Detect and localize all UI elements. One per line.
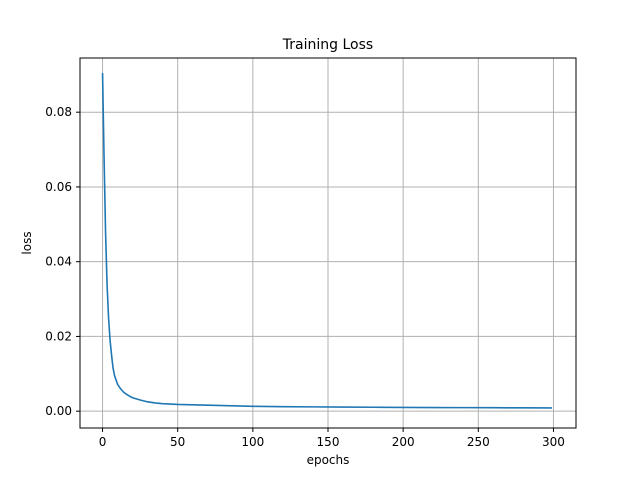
x-tick-label: 0 — [99, 435, 107, 449]
y-tick-label: 0.08 — [45, 105, 72, 119]
x-tick-label: 100 — [241, 435, 264, 449]
x-tick-label: 150 — [317, 435, 340, 449]
chart-title: Training Loss — [282, 37, 373, 53]
x-axis-label: epochs — [307, 453, 350, 467]
series-layer — [101, 72, 552, 409]
grid-layer — [80, 58, 576, 428]
y-tick-label: 0.00 — [45, 404, 72, 418]
x-tick-label: 200 — [392, 435, 415, 449]
x-tick-label: 50 — [170, 435, 185, 449]
loss-series-line — [101, 72, 552, 409]
y-tick-label: 0.02 — [45, 329, 72, 343]
y-tick-label: 0.06 — [45, 180, 72, 194]
x-tick-label: 250 — [467, 435, 490, 449]
x-tick-label: 300 — [542, 435, 565, 449]
y-axis-label: loss — [20, 231, 34, 254]
y-tick-label: 0.04 — [45, 255, 72, 269]
tick-layer: 0 50 100 150 200 250 300 0.00 0.02 0.04 0.06 0.08 — [45, 105, 565, 449]
